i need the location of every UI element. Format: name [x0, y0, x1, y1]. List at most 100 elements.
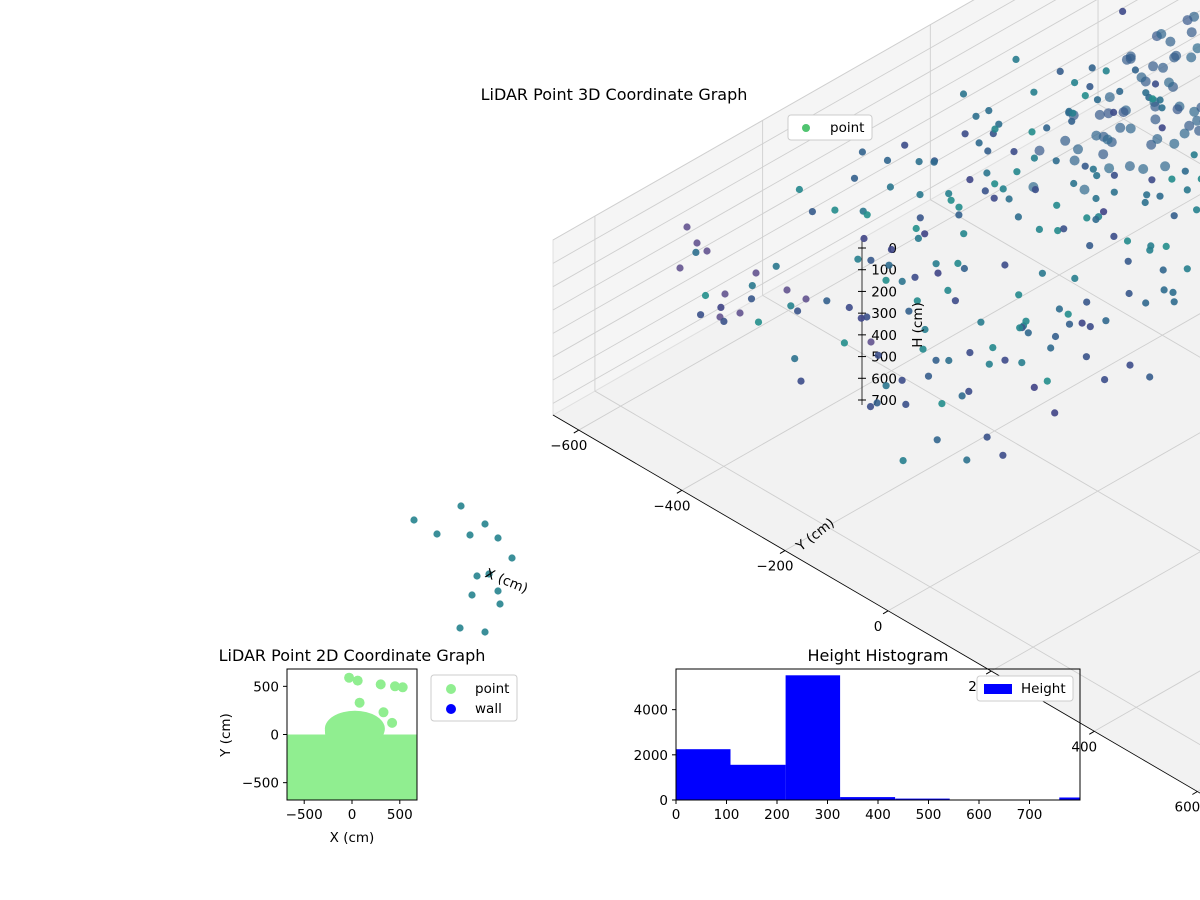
chart-3d-point [955, 203, 963, 211]
chart-2d-ticks: −500 0 500 500 0 −500 [242, 679, 413, 823]
chart-3d-point [683, 223, 691, 231]
chart-3d-point [867, 256, 875, 264]
chart-3d-point [697, 311, 705, 319]
chart-3d-point [1160, 161, 1171, 172]
chart-3d-point [1001, 356, 1009, 364]
chart-3d-point [1012, 55, 1020, 64]
chart-3d-point [1168, 175, 1176, 183]
chart-3d-point [1065, 320, 1074, 328]
chart-3d-point [1098, 149, 1109, 160]
chart-3d-point [915, 158, 923, 166]
chart-3d-point [858, 148, 867, 156]
chart-3d-point [1100, 208, 1108, 216]
chart-3d-point [1148, 61, 1159, 72]
chart-3d-point [481, 628, 489, 636]
chart-2d-xlabel: X (cm) [330, 830, 375, 846]
chart-3d-point [496, 600, 504, 608]
chart-3d-point [1193, 206, 1200, 214]
chart-3d-point [840, 339, 849, 347]
chart-3d-point [1056, 67, 1064, 75]
chart-3d-point [1060, 225, 1068, 233]
chart-3d-point [1131, 66, 1139, 74]
chart-2d-title: LiDAR Point 2D Coordinate Graph [219, 646, 486, 665]
chart-3d-point [1073, 144, 1083, 155]
chart-2d-legend: point wall [430, 674, 518, 722]
chart-3d-point [1031, 186, 1039, 194]
chart-3d-point [954, 259, 962, 267]
chart-3d-x-tick [882, 610, 889, 615]
chart-2d-point [344, 672, 355, 683]
chart-3d-point [1169, 138, 1180, 149]
chart-3d-point [1164, 77, 1174, 88]
chart-3d-point [975, 139, 983, 147]
chart-3d-point [456, 624, 464, 632]
chart-2d-legend-label-point: point [475, 681, 509, 697]
chart-3d-title: LiDAR Point 3D Coordinate Graph [481, 85, 748, 104]
chart-2d-point [378, 707, 389, 718]
chart-3d-point [1159, 266, 1167, 274]
chart-3d-point [989, 344, 997, 352]
chart-3d-point [916, 214, 924, 222]
chart-3d-x-tick [676, 489, 683, 494]
chart-3d-point [886, 183, 895, 191]
chart-3d-point [985, 360, 993, 368]
histogram-bar [676, 749, 731, 800]
chart-3d-point [885, 261, 893, 269]
histogram-bar [1059, 797, 1080, 800]
chart-3d-point [1030, 88, 1038, 96]
chart-3d-point [1125, 123, 1136, 134]
chart-3d-point [1138, 164, 1149, 174]
chart-3d-point [921, 230, 929, 238]
chart-3d-z-tick-label: 300 [871, 306, 897, 322]
chart-3d-point [1170, 298, 1178, 306]
histogram-bar [785, 675, 841, 800]
chart-3d-point [772, 262, 780, 270]
chart-3d-point [873, 399, 881, 407]
chart-histogram: Height Histogram 0 100 200 300 400 500 600 7000… [634, 646, 1081, 823]
chart-3d-point [1158, 124, 1166, 132]
chart-3d-x-tick-label: 0 [874, 619, 883, 635]
chart-3d-point [676, 264, 684, 272]
chart-3d-point [721, 290, 729, 298]
chart-3d: LiDAR Point 3D Coordinate Graph −600−600… [410, 0, 1200, 816]
chart-3d-point [1071, 274, 1079, 282]
histogram-x-tick-label: 700 [1017, 807, 1043, 823]
chart-3d-point [1088, 64, 1096, 72]
histogram-x-tick-label: 500 [916, 807, 942, 823]
chart-3d-gridline-x [578, 75, 1200, 431]
chart-3d-point [1150, 114, 1161, 125]
chart-3d-point [747, 295, 756, 303]
chart-3d-point [1047, 344, 1055, 352]
chart-3d-point [1093, 172, 1101, 180]
chart-3d-point [887, 245, 896, 254]
histogram-x-tick-label: 200 [764, 807, 790, 823]
histogram-x-tick-label: 600 [966, 807, 992, 823]
chart-3d-point [1082, 353, 1090, 361]
chart-3d-x-tick [779, 550, 786, 554]
chart-3d-point [866, 403, 875, 411]
chart-2d-ylabel: Y (cm) [218, 713, 234, 758]
chart-3d-point [1030, 154, 1038, 162]
chart-3d-legend-marker [802, 124, 810, 132]
chart-3d-point [1069, 109, 1077, 117]
chart-3d-point [1081, 162, 1089, 170]
chart-3d-point [1146, 373, 1154, 381]
chart-3d-point [921, 325, 929, 334]
chart-3d-point [794, 307, 802, 315]
chart-3d-point [1116, 87, 1124, 95]
histogram-bar [895, 798, 950, 800]
chart-3d-point [1104, 92, 1115, 103]
chart-3d-point [748, 282, 756, 290]
chart-3d-point [1086, 323, 1094, 331]
chart-3d-point [898, 376, 906, 384]
chart-2d-y-tick-label: −500 [242, 776, 279, 792]
chart-3d-point [1119, 7, 1127, 15]
chart-3d-point [1035, 225, 1043, 233]
chart-2d: LiDAR Point 2D Coordinate Graph −500 0 500… [218, 646, 518, 846]
histogram-legend-label: Height [1021, 681, 1066, 697]
chart-3d-point [1043, 377, 1051, 385]
chart-3d-point [1125, 289, 1133, 298]
chart-3d-point [1123, 237, 1132, 245]
chart-3d-point [692, 248, 700, 256]
